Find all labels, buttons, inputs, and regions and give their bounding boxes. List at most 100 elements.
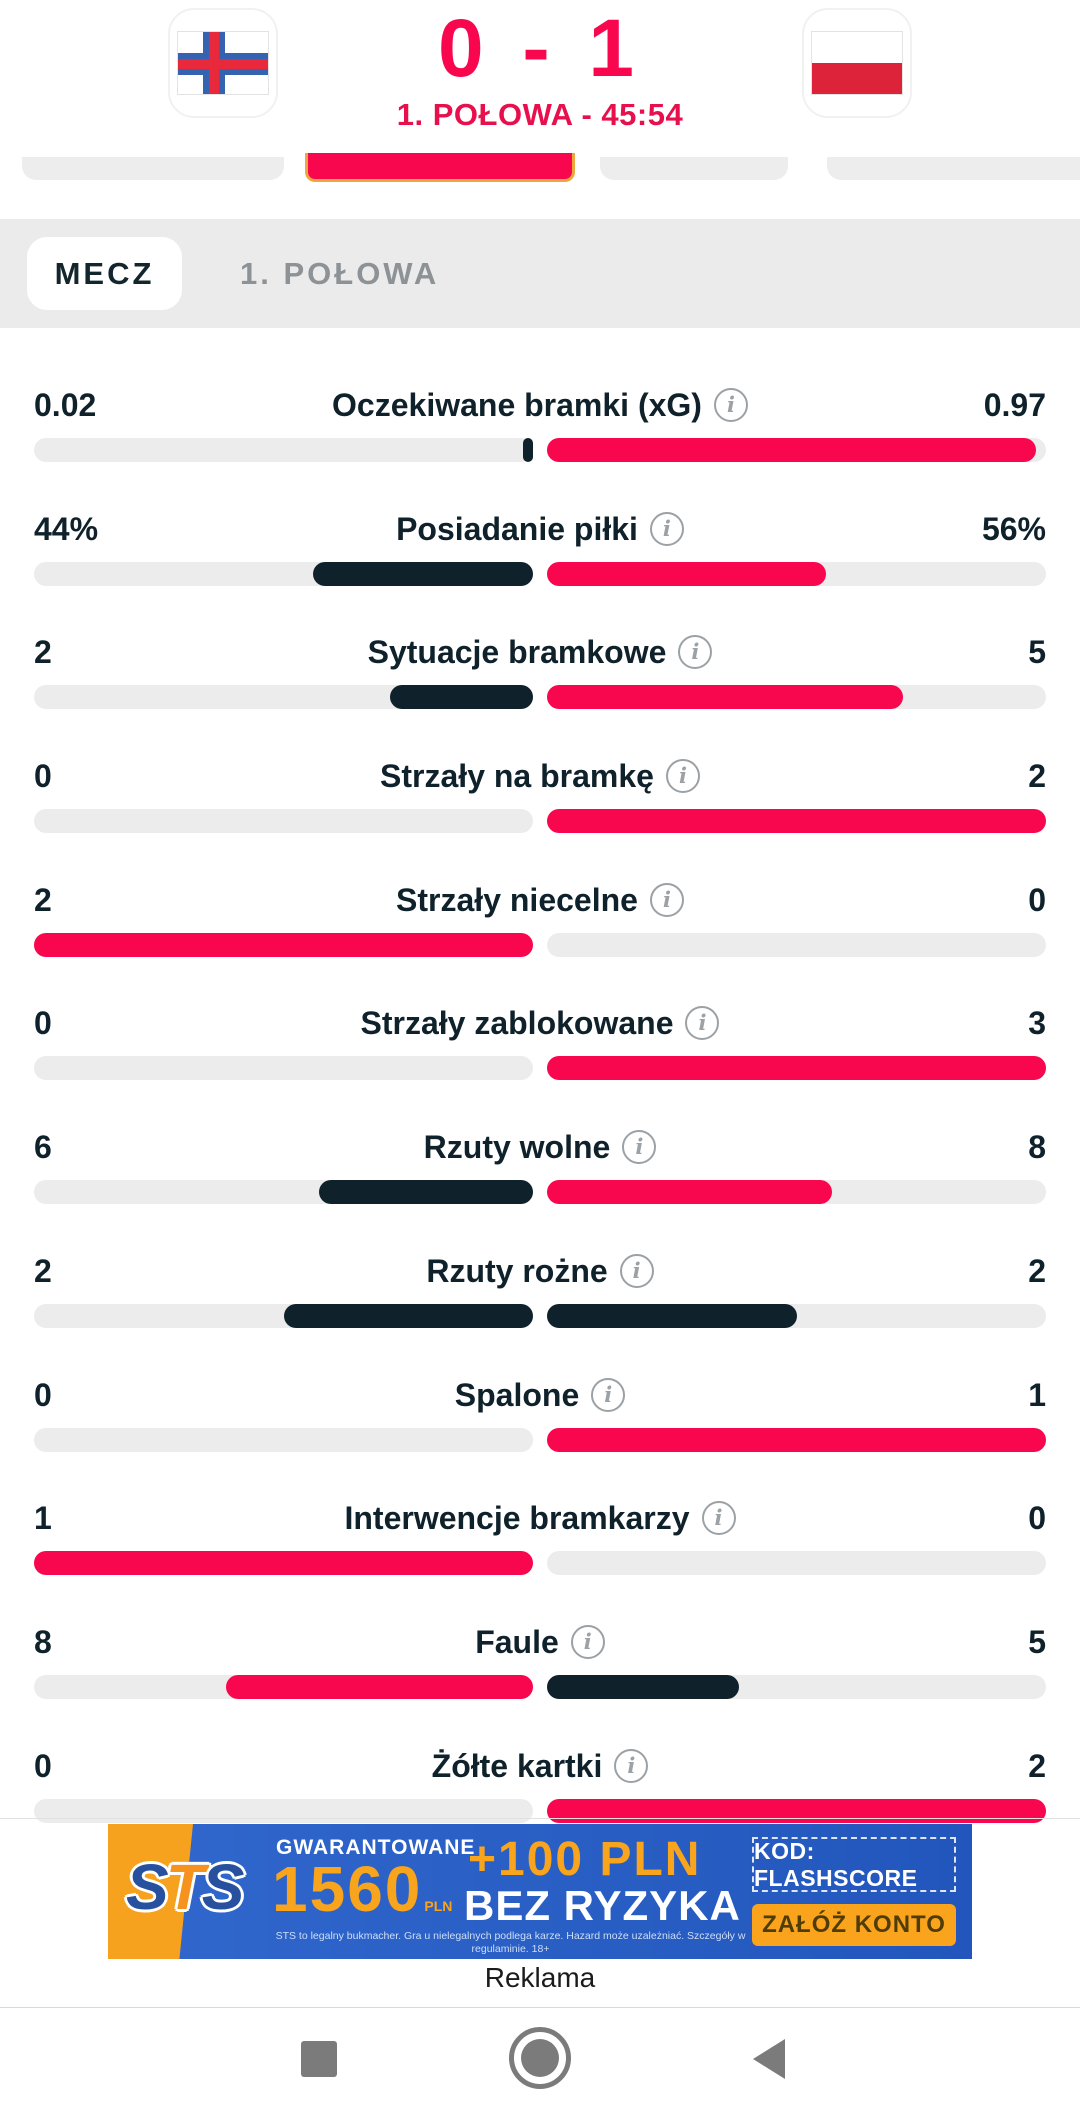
info-icon[interactable]: i bbox=[622, 1130, 657, 1165]
stat-bar-away-fill bbox=[547, 809, 1046, 834]
stat-label: Faule bbox=[475, 1623, 559, 1660]
info-icon[interactable]: i bbox=[665, 759, 700, 794]
stat-bar-away-fill bbox=[547, 561, 827, 586]
stat-bar-away-fill bbox=[547, 1427, 1046, 1452]
stat-bar-home-track bbox=[34, 1551, 533, 1576]
stat-row: 2 Rzuty rożne i 2 bbox=[0, 1251, 1080, 1375]
info-icon[interactable]: i bbox=[570, 1624, 605, 1659]
stat-center: Strzały zablokowane i bbox=[0, 1003, 1080, 1043]
stat-bar bbox=[34, 438, 1046, 462]
stat-bar-home-fill bbox=[523, 438, 533, 462]
away-team-flag-card bbox=[802, 8, 912, 118]
stat-away-value: 2 bbox=[1028, 758, 1046, 795]
stats-list: 0.02 Oczekiwane bramki (xG) i 0.97 44% P… bbox=[0, 385, 1080, 1869]
stat-center: Strzały niecelne i bbox=[0, 880, 1080, 920]
stat-center: Żółte kartki i bbox=[0, 1746, 1080, 1786]
ad-guaranteed-label: GWARANTOWANE bbox=[276, 1836, 476, 1859]
match-score: 0 - 1 bbox=[437, 3, 643, 94]
stat-bar-away-track bbox=[547, 1056, 1046, 1081]
stat-home-value: 8 bbox=[34, 1623, 52, 1660]
stat-center: Spalone i bbox=[0, 1375, 1080, 1415]
stat-bar-home-fill bbox=[226, 1674, 533, 1699]
match-status: 1. POŁOWA - 45:54 bbox=[396, 97, 684, 132]
stat-label: Posiadanie piłki bbox=[396, 510, 638, 547]
stat-bar bbox=[34, 1056, 1046, 1081]
stat-bar-home-fill bbox=[318, 1180, 533, 1205]
recents-icon[interactable] bbox=[301, 2041, 337, 2077]
content-divider bbox=[0, 1818, 1080, 1819]
stat-home-value: 2 bbox=[34, 1252, 52, 1289]
stat-bar-away-track bbox=[547, 1303, 1046, 1328]
stat-center: Faule i bbox=[0, 1622, 1080, 1662]
info-icon[interactable]: i bbox=[713, 388, 748, 422]
tab-1-polowa[interactable]: 1. POŁOWA bbox=[240, 255, 440, 291]
faroe-cross-red-horizontal bbox=[178, 59, 268, 69]
stat-center: Oczekiwane bramki (xG) i bbox=[0, 385, 1080, 425]
ad-cta-button[interactable]: ZAŁÓŻ KONTO bbox=[752, 1904, 956, 1946]
odds-pill-1[interactable] bbox=[22, 157, 284, 180]
stat-line: 8 Faule i 5 bbox=[0, 1622, 1080, 1662]
stat-line: 1 Interwencje bramkarzy i 0 bbox=[0, 1498, 1080, 1538]
stat-bar-home-track bbox=[34, 809, 533, 834]
stat-bar-home-fill bbox=[313, 561, 533, 586]
stat-label: Rzuty wolne bbox=[423, 1129, 611, 1166]
stat-bar-away-track bbox=[547, 1427, 1046, 1452]
stat-line: 2 Rzuty rożne i 2 bbox=[0, 1251, 1080, 1291]
ad-amount-value: 1560 bbox=[272, 1853, 423, 1925]
tab-mecz[interactable]: MECZ bbox=[27, 237, 182, 310]
stat-bar-home-track bbox=[34, 932, 533, 957]
stat-bar-away-track bbox=[547, 1674, 1046, 1699]
stat-row: 0 Strzały zablokowane i 3 bbox=[0, 1003, 1080, 1127]
home-team-flag-card bbox=[168, 8, 278, 118]
stat-center: Rzuty wolne i bbox=[0, 1127, 1080, 1167]
stat-bar-away-fill bbox=[547, 1056, 1046, 1081]
odds-pill-3[interactable] bbox=[600, 157, 788, 180]
odds-pill-highlighted[interactable] bbox=[305, 153, 575, 182]
stat-label: Strzały na bramkę bbox=[380, 758, 654, 795]
stat-center: Strzały na bramkę i bbox=[0, 756, 1080, 796]
info-icon[interactable]: i bbox=[591, 1377, 626, 1412]
back-icon[interactable] bbox=[753, 2039, 785, 2079]
stat-center: Rzuty rożne i bbox=[0, 1251, 1080, 1291]
stats-tabbar: MECZ 1. POŁOWA bbox=[0, 219, 1080, 328]
stat-line: 0 Strzały zablokowane i 3 bbox=[0, 1003, 1080, 1043]
stat-home-value: 44% bbox=[34, 510, 99, 547]
stat-label: Interwencje bramkarzy bbox=[344, 1500, 690, 1537]
faroe-islands-flag bbox=[177, 31, 269, 95]
stat-home-value: 2 bbox=[34, 881, 52, 918]
stat-center: Sytuacje bramkowe i bbox=[0, 632, 1080, 672]
info-icon[interactable]: i bbox=[619, 1253, 654, 1288]
stat-bar bbox=[34, 1427, 1046, 1452]
stat-bar-home-track bbox=[34, 1180, 533, 1205]
stat-bar-away-track bbox=[547, 932, 1046, 957]
stat-line: 0 Spalone i 1 bbox=[0, 1375, 1080, 1415]
stat-bar-away-fill bbox=[547, 438, 1037, 462]
sts-ad-banner[interactable]: STS GWARANTOWANE 1560 PLN +100 PLN BEZ RY… bbox=[108, 1824, 972, 1959]
stat-home-value: 0 bbox=[34, 1747, 52, 1784]
stat-row: 44% Posiadanie piłki i 56% bbox=[0, 509, 1080, 633]
stat-row: 0 Strzały na bramkę i 2 bbox=[0, 756, 1080, 880]
stat-bar bbox=[34, 1551, 1046, 1576]
ad-orange-wedge bbox=[108, 1824, 193, 1959]
info-icon[interactable]: i bbox=[678, 635, 713, 670]
stat-bar-home-track bbox=[34, 1303, 533, 1328]
stat-bar bbox=[34, 685, 1046, 710]
info-icon[interactable]: i bbox=[614, 1748, 649, 1783]
stat-bar-home-track bbox=[34, 1427, 533, 1452]
ad-disclaimer: STS to legalny bukmacher. Gra u nielegal… bbox=[275, 1930, 746, 1955]
stat-home-value: 0.02 bbox=[34, 387, 97, 423]
stat-label: Żółte kartki bbox=[431, 1747, 603, 1784]
stat-line: 0.02 Oczekiwane bramki (xG) i 0.97 bbox=[0, 385, 1080, 425]
stat-bar-home-track bbox=[34, 438, 533, 462]
stat-label: Rzuty rożne bbox=[426, 1252, 608, 1289]
stat-line: 6 Rzuty wolne i 8 bbox=[0, 1127, 1080, 1167]
ad-promo-code: KOD: FLASHSCORE bbox=[752, 1837, 956, 1892]
stat-line: 0 Żółte kartki i 2 bbox=[0, 1746, 1080, 1786]
info-icon[interactable]: i bbox=[685, 1006, 720, 1041]
info-icon[interactable]: i bbox=[701, 1501, 736, 1536]
info-icon[interactable]: i bbox=[649, 882, 684, 917]
odds-pill-4[interactable] bbox=[827, 157, 1080, 180]
home-icon-dot bbox=[521, 2039, 559, 2077]
info-icon[interactable]: i bbox=[649, 511, 684, 546]
home-icon[interactable] bbox=[509, 2027, 571, 2089]
